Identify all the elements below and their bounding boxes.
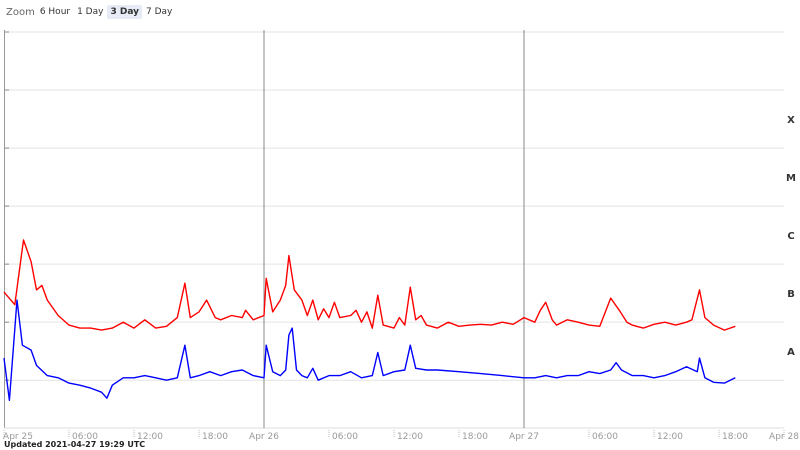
x-tick-label: 06:00 — [592, 432, 618, 442]
zoom-button[interactable]: 1 Day — [77, 7, 104, 17]
flux-line — [3, 239, 736, 331]
flare-class-label: B — [787, 289, 795, 300]
flux-line — [3, 299, 736, 401]
flare-class-label: A — [787, 347, 795, 358]
x-tick-label: 12:00 — [657, 432, 683, 442]
x-tick-label: 18:00 — [722, 432, 748, 442]
x-tick-label: 18:00 — [462, 432, 488, 442]
x-tick-label: 12:00 — [137, 432, 163, 442]
zoom-bar: Zoom 6 Hour 1 Day 3 Day 7 Day — [6, 4, 176, 20]
x-tick-label: Apr 25 — [3, 432, 33, 442]
flare-class-label: C — [787, 231, 794, 242]
updated-note: Updated 2021-04-27 19:29 UTC — [4, 440, 146, 449]
x-tick-label: 06:00 — [332, 432, 358, 442]
zoom-button[interactable]: 6 Hour — [39, 7, 71, 17]
x-tick-label: 12:00 — [397, 432, 423, 442]
x-tick-label: Apr 28 — [769, 432, 799, 442]
x-tick-label: 06:00 — [72, 432, 98, 442]
x-tick-label: Apr 27 — [509, 432, 539, 442]
zoom-button[interactable]: 3 Day — [107, 5, 142, 19]
x-tick-label: 18:00 — [202, 432, 228, 442]
flare-class-label: X — [787, 115, 795, 126]
flare-class-label: M — [786, 173, 796, 184]
zoom-label: Zoom — [6, 6, 35, 18]
x-tick-label: Apr 26 — [249, 432, 279, 442]
zoom-button[interactable]: 7 Day — [145, 7, 173, 17]
